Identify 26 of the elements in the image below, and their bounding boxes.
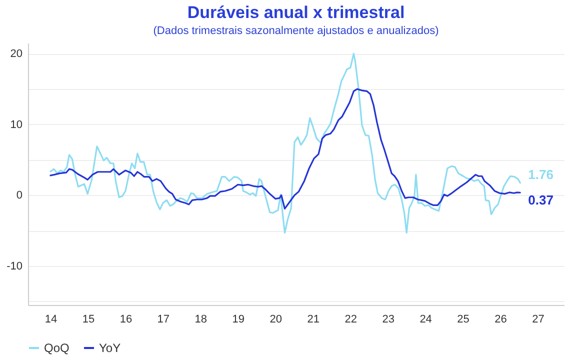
data-label: 0.37 [528, 192, 554, 208]
data-label: 1.76 [528, 166, 554, 182]
x-tick-label: 17 [157, 314, 170, 326]
x-tick-label: 22 [344, 314, 357, 326]
chart-subtitle: (Dados trimestrais sazonalmente ajustados e anualizados) [153, 25, 439, 37]
y-tick-label: 0 [16, 190, 22, 202]
line-series [50, 88, 521, 210]
y-tick-label: -10 [6, 260, 22, 273]
legend-label: YoY [99, 341, 121, 355]
chart-title: Duráveis anual x trimestral [187, 3, 405, 22]
x-tick-label: 23 [382, 314, 394, 326]
legend-label: QoQ [44, 341, 70, 355]
y-tick-label: 10 [10, 118, 22, 131]
x-tick-label: 21 [307, 314, 320, 326]
x-tick-label: 26 [494, 314, 507, 326]
x-tick-label: 14 [44, 314, 58, 326]
x-tick-label: 15 [82, 314, 95, 326]
x-tick-label: 16 [120, 314, 132, 326]
x-tick-label: 27 [532, 314, 544, 326]
y-tick-label: 20 [10, 48, 22, 60]
x-tick-label: 19 [232, 314, 245, 326]
line-series [50, 52, 521, 234]
x-tick-label: 20 [270, 314, 282, 326]
x-tick-label: 25 [457, 314, 470, 326]
x-tick-label: 24 [420, 314, 432, 326]
x-tick-label: 18 [194, 314, 208, 326]
